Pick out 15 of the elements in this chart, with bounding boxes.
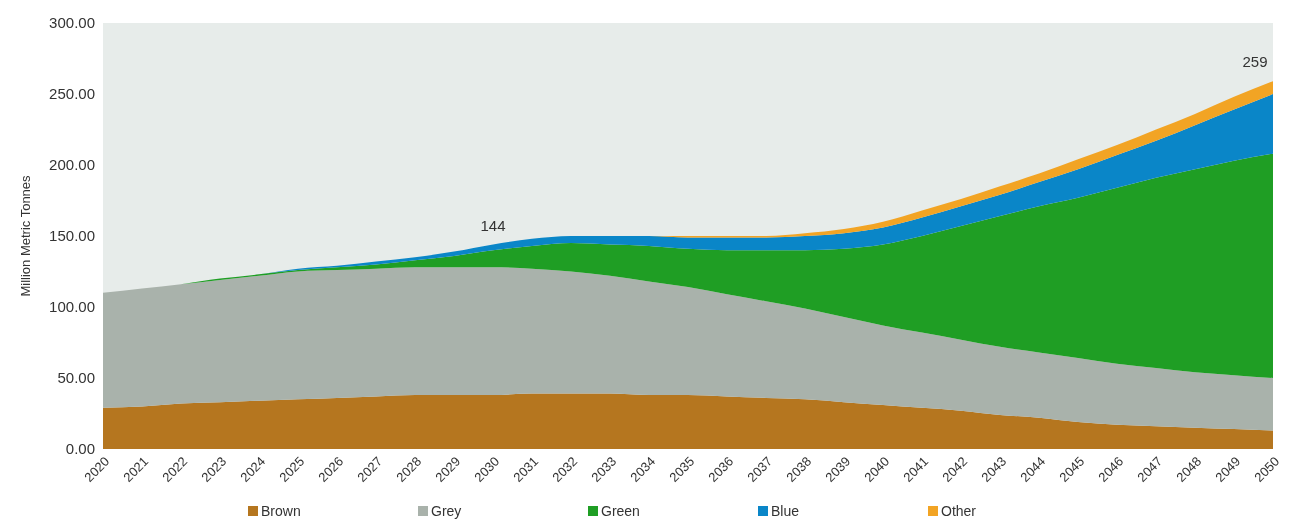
y-axis-title: Million Metric Tonnes xyxy=(18,174,33,297)
legend-label: Other xyxy=(941,503,977,519)
y-tick-label: 100.00 xyxy=(49,298,95,316)
legend-label: Blue xyxy=(771,503,800,519)
y-tick-label: 250.00 xyxy=(49,85,95,103)
y-tick-label: 0.00 xyxy=(65,440,95,458)
legend-label: Grey xyxy=(431,503,462,519)
y-tick-label: 300.00 xyxy=(49,14,95,32)
y-tick-label: 150.00 xyxy=(49,227,95,245)
y-tick-label: 50.00 xyxy=(57,369,95,387)
legend-label: Brown xyxy=(261,503,301,519)
legend-label: Green xyxy=(601,503,640,519)
annotation: 259 xyxy=(1242,53,1268,71)
y-tick-label: 200.00 xyxy=(49,156,95,174)
annotation: 144 xyxy=(480,216,506,234)
